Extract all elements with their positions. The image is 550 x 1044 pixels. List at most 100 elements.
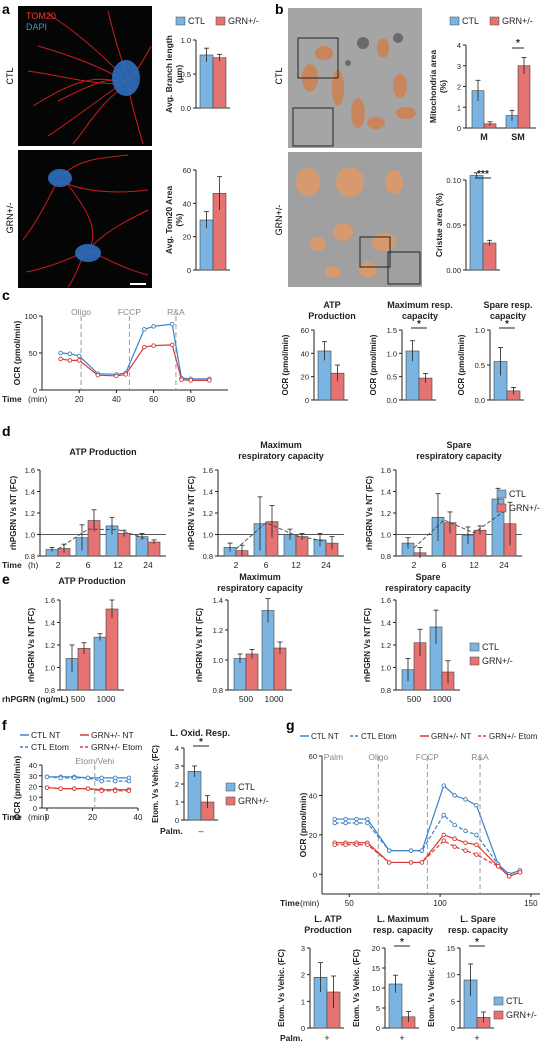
f-marker-label: Etom/Vehi [75, 756, 114, 766]
resp-bar-c-tick-label: 1.0 [475, 326, 485, 335]
ocr-g-y-tick-label: 20 [309, 831, 317, 840]
g-line-grn-etom-point [474, 852, 479, 857]
resp-bar-c-title: capacity [490, 311, 526, 321]
legend-g-label-ctl: CTL [506, 996, 523, 1006]
ocr-f-x-tick-label: 0 [45, 813, 50, 822]
legend-g-swatch-ctl [493, 996, 504, 1006]
f-line-grn-etom-point [44, 785, 50, 790]
g-line-grn-etom-point [386, 860, 392, 865]
ocr-c-line-ctl-point [151, 324, 156, 329]
f-line-ctl-etom-point [99, 778, 104, 784]
oxid-resp-tick-label: 1 [175, 798, 179, 807]
g-resp-bar-tick-label: 5 [376, 1004, 380, 1013]
g-resp-bar-tick-label: 5 [451, 997, 455, 1006]
ocr-c-ylabel: OCR (pmol/min) [12, 320, 22, 385]
resp-bar-c-title: capacity [402, 311, 438, 321]
mito-area-tick-label: 1 [457, 103, 461, 112]
cristae-area-tick-label: 0.00 [446, 266, 461, 275]
g-line-grn-nt-point [452, 836, 457, 842]
ocr-c-x-tick-label: 20 [75, 395, 84, 404]
legend-e-label-grn: GRN+/- [482, 656, 513, 666]
d-category-label: 6 [264, 560, 269, 570]
ocr-c-xlabel-unit: (min) [28, 394, 48, 404]
legend-b-swatch-grn [489, 16, 500, 26]
ocr-c-line-grn-point [179, 377, 184, 382]
ocr-c-line-ctl-point [76, 353, 82, 359]
resp-bar-c-tick-label: 40 [301, 349, 309, 358]
e-ylabel: rhPGRN Vs NT (FC) [27, 608, 36, 683]
tom20-area-ylabel: Avg. Tom20 Area [164, 186, 174, 254]
resp-bar-c-title: ATP [323, 300, 340, 310]
g-resp-bar-tick-label: 15 [447, 944, 455, 953]
d-chart-tick-label: 1.4 [381, 488, 391, 497]
ocr-c-line-grn-point [76, 358, 82, 363]
ocr-c-line-ctl-point [58, 350, 63, 356]
d-category-label: 2 [412, 560, 417, 570]
e-chart-tick-label: 1.2 [45, 641, 55, 650]
ocr-g-x-tick-label: 150 [524, 899, 538, 908]
g-bar-xvalue: + [324, 1033, 329, 1043]
f-line-ctl-etom-point [58, 775, 63, 781]
g-marker-label: R&A [471, 752, 489, 762]
ocr-c-line-grn-point [58, 356, 63, 362]
cristae-area-ylabel: Cristae area (%) [434, 193, 444, 257]
g-legend-label: CTL Etom [361, 732, 397, 741]
resp-bar-c-tick-label: 1.0 [387, 349, 397, 358]
ocr-c-line-grn-point [169, 342, 175, 348]
resp-bar-c-ylabel: OCR (pmol/min) [281, 334, 290, 395]
ocr-g-xlabel-unit: (min) [300, 898, 320, 908]
g-line-ctl-nt-point [354, 816, 359, 822]
legend-e-label-ctl: CTL [482, 642, 499, 652]
g-resp-bar-sig: * [400, 937, 404, 948]
legend-f-label-grn: GRN+/- [238, 796, 269, 806]
mito-ylabel: Mitochondria area [428, 50, 438, 123]
f-line-grn-etom-point [99, 788, 104, 794]
ocr-c-line-ctl [60, 323, 210, 380]
d-trend-line [235, 522, 327, 550]
e-xlabel: rhPGRN (ng/mL) [2, 694, 69, 704]
d-ylabel: rhPGRN Vs NT (FC) [365, 476, 374, 551]
g-resp-bar-tick-label: 0 [301, 1024, 305, 1033]
oxid-resp-tick-label: 4 [175, 744, 179, 753]
d-chart-title: Maximum [260, 440, 302, 450]
d-category-label: 24 [499, 560, 509, 570]
ocr-c-tick-label: 100 [24, 312, 37, 321]
resp-bar-c-sig: * [417, 319, 421, 330]
e-ylabel: rhPGRN Vs NT (FC) [195, 608, 204, 683]
g-resp-bar-tick-label: 3 [301, 944, 305, 953]
resp-bar-c-tick-label: 0.0 [387, 396, 397, 405]
d-bar-grn [117, 533, 131, 557]
d-category-label: 12 [113, 560, 123, 570]
ocr-g-xlabel: Time [280, 898, 300, 908]
oxid-resp-sig: * [199, 737, 203, 748]
f-line-ctl-etom-point [126, 778, 132, 784]
resp-bar-c-title: Maximum resp. [387, 300, 453, 310]
g-marker-label: Palm [324, 752, 343, 762]
f-line-grn-etom-point [126, 788, 132, 794]
row-label-ctl: CTL [5, 67, 15, 84]
ocr-g-y-tick-label: 60 [309, 752, 317, 761]
g-line-ctl-nt-point [463, 797, 468, 802]
oxid-resp-tick-label: 2 [175, 780, 179, 789]
d-chart-tick-label: 0.8 [25, 552, 35, 561]
g-resp-bar-tick-label: 10 [372, 984, 380, 993]
g-line-ctl-etom-point [386, 848, 392, 853]
ocr-c-line-ctl-point [142, 327, 147, 332]
ocr-f-tick-label: 20 [29, 783, 37, 792]
f-legend-label: GRN+/- Etom [91, 742, 142, 752]
ocr-c-line-grn-point [151, 343, 156, 348]
f-bar-title: L. Oxid. Resp. [170, 728, 230, 738]
e-bar-grn [77, 648, 91, 691]
g-bar-title: resp. capacity [448, 925, 508, 935]
ocr-g-y-tick-label: 40 [309, 791, 317, 800]
g-line-grn-etom-point [365, 842, 370, 847]
g-line-ctl-etom-point [408, 848, 414, 853]
g-resp-bar-tick-label: 10 [447, 971, 455, 980]
mito-category-label: M [480, 132, 488, 142]
cristae-area-tick-label: 0.05 [446, 221, 461, 230]
e-chart-tick-label: 0.8 [45, 686, 55, 695]
panel-letter-b: b [275, 1, 284, 17]
d-chart-title: respiratory capacity [238, 451, 324, 461]
e-bar-grn [245, 653, 259, 691]
